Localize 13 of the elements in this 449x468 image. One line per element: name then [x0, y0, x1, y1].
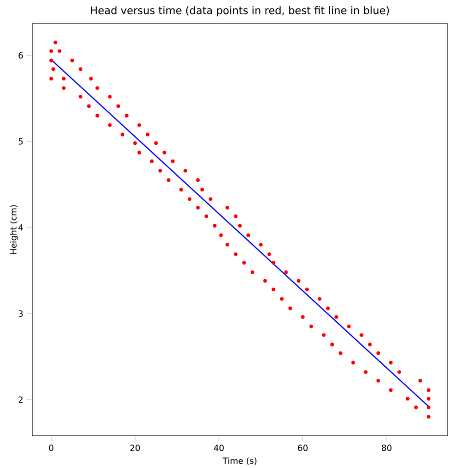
y-tick-label: 4 — [18, 224, 23, 231]
x-tick-label: 0 — [48, 444, 54, 452]
x-tick-label: 60 — [298, 444, 308, 452]
y-axis-title: Height (cm) — [10, 205, 18, 254]
x-axis-title: Time (s) — [222, 457, 256, 465]
y-tick-label: 3 — [18, 310, 23, 317]
x-tick-label: 20 — [130, 444, 140, 452]
chart-title: Head versus time (data points in red, best fit line in blue) — [90, 6, 389, 16]
y-tick-label: 5 — [18, 138, 22, 145]
x-tick-label: 40 — [214, 444, 224, 452]
y-tick-label: 2 — [18, 396, 22, 403]
y-tick-label: 6 — [18, 52, 23, 59]
x-tick-label: 80 — [382, 444, 392, 452]
